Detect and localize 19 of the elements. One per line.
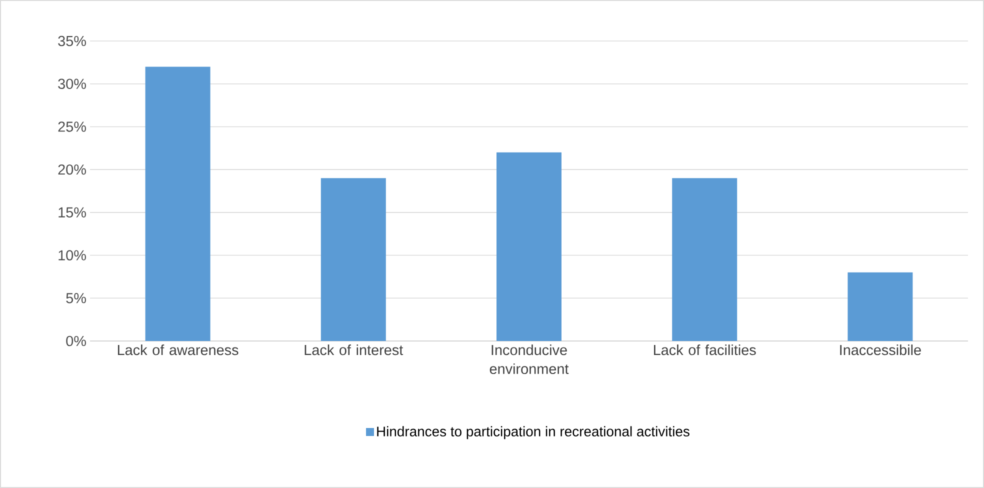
y-tick-label: 35% [58,36,86,46]
x-tick-label: Inconducive environment [490,344,569,374]
y-tick-label: 0% [66,336,86,346]
bar [320,178,386,341]
x-tick-label: Inaccessibile [840,344,921,356]
legend-label: Hindrances to participation in recreational activities [377,426,690,440]
y-tick-label: 30% [58,78,86,89]
x-tick-label: Lack of awareness [118,344,238,356]
y-tick-label: 5% [66,293,86,304]
y-tick-label: 10% [58,250,86,260]
bar [848,272,913,341]
x-tick-label: Lack of interest [304,344,404,356]
bar [672,178,738,341]
bar [145,66,210,341]
y-tick-label: 25% [58,122,86,132]
y-tick-label: 20% [58,164,86,175]
x-tick-label: Lack of facilities [654,344,756,356]
bar [496,152,562,341]
y-tick-label: 15% [58,207,86,218]
